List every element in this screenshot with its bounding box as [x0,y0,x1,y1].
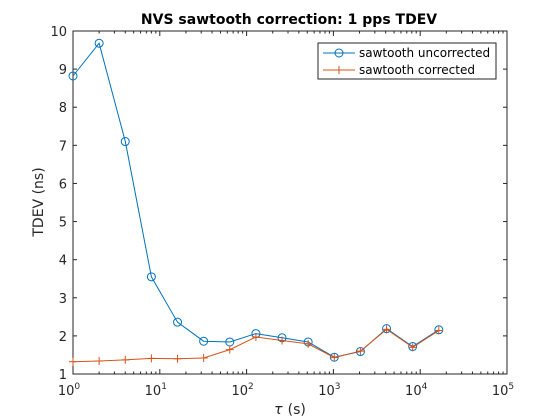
y-tick-label: 3 [59,292,67,307]
y-tick-label: 6 [59,177,67,192]
legend-label-corrected: sawtooth corrected [359,63,475,77]
data-point-plus [225,345,234,354]
x-tick-label-exponent: 3 [335,382,341,392]
data-point-circle [173,317,183,327]
x-tick-label-base: 10 [405,384,422,399]
data-point-circle [199,336,209,346]
x-tick-label-base: 10 [58,384,75,399]
data-point-circle [68,71,78,81]
x-tick-label: 102 [231,382,253,399]
data-point-plus [434,326,443,335]
x-tick-label-base: 10 [492,384,509,399]
data-point-plus [121,355,130,364]
y-tick-label: 10 [50,25,67,40]
data-point-plus [356,347,365,356]
y-tick-label: 1 [59,368,67,383]
x-tick-label: 101 [145,382,167,399]
x-axis-label-unit: (s) [288,402,306,418]
y-axis-label: TDEV (ns) [31,167,47,237]
x-tick-label: 103 [318,382,340,399]
series-layer [68,38,444,366]
data-point-plus [95,357,104,366]
legend-label-uncorrected: sawtooth uncorrected [359,46,490,60]
x-tick-label-exponent: 0 [74,382,80,392]
data-point-plus [304,339,313,348]
y-tick-label: 9 [59,63,67,78]
data-point-circle [94,38,104,48]
data-point-plus [408,343,417,352]
x-tick-label-exponent: 1 [161,382,167,392]
y-tick-label: 4 [59,254,67,269]
plot-area [72,30,508,375]
y-tick-label: 8 [59,101,67,116]
data-point-plus [199,353,208,362]
y-tick-label: 5 [59,216,67,231]
x-tick-label-exponent: 4 [422,382,428,392]
chart-title: NVS sawtooth correction: 1 pps TDEV [141,12,437,28]
x-tick-label-base: 10 [318,384,335,399]
y-tick-label: 7 [59,139,67,154]
x-tick-label: 105 [492,382,514,399]
x-tick-label-exponent: 2 [248,382,254,392]
data-point-plus [330,353,339,362]
x-tick-label-exponent: 5 [508,382,514,392]
x-tick-label-base: 10 [145,384,162,399]
legend-marker-corrected [335,66,343,74]
data-point-circle [146,272,156,282]
legend-box [317,42,497,80]
legend: sawtooth uncorrected sawtooth corrected [317,42,497,80]
data-point-plus [69,357,77,366]
y-axis: 1 2 3 4 5 6 7 8 9 10 [50,25,507,383]
x-axis-label: τ (s) [274,402,306,418]
x-tick-label: 104 [405,382,428,399]
x-axis: 100 101 102 103 104 105 [58,31,514,399]
data-point-plus [147,354,156,363]
data-point-circle [120,137,130,147]
data-point-plus [173,354,182,363]
x-axis-label-symbol: τ [274,402,283,418]
data-point-plus [251,333,260,342]
x-tick-label-base: 10 [231,384,248,399]
y-tick-label: 2 [59,330,67,345]
data-point-plus [382,325,391,334]
data-point-plus [278,336,287,345]
x-tick-label: 100 [58,382,81,399]
legend-marker-uncorrected [334,48,344,58]
